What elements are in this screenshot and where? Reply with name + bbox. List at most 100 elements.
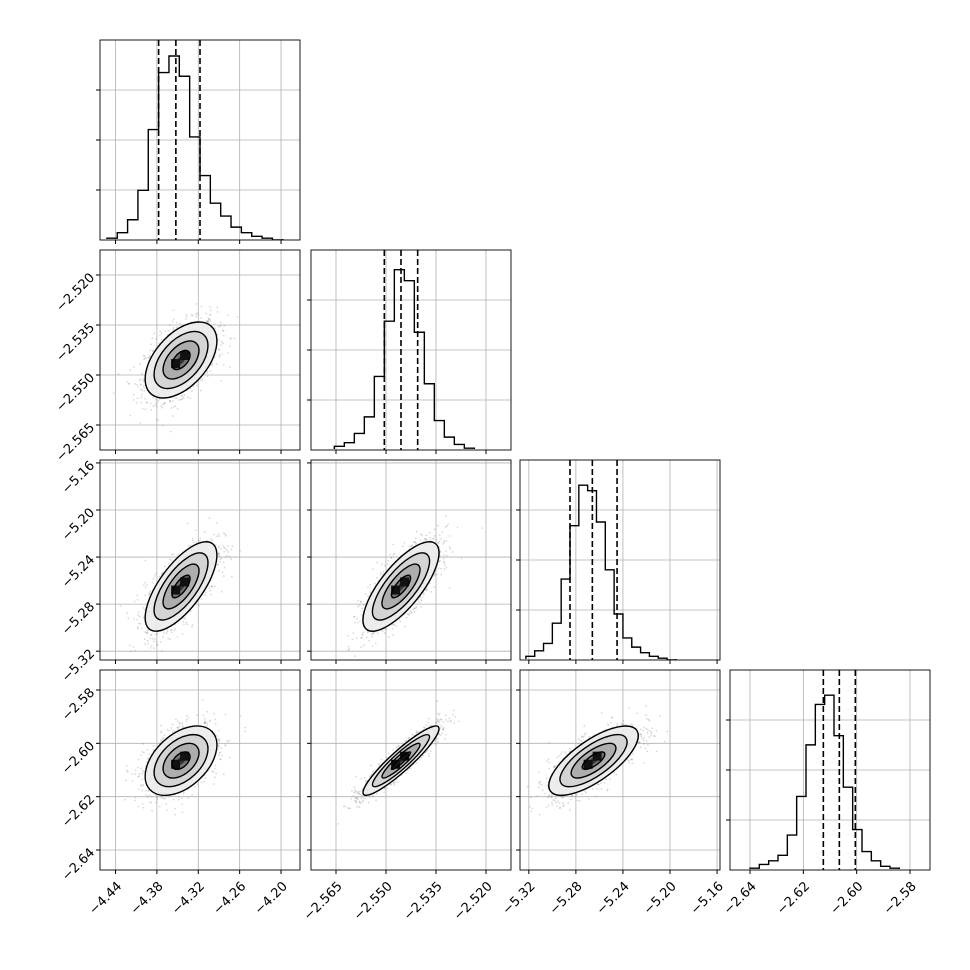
- sample-point: [219, 324, 222, 327]
- sample-point: [229, 555, 231, 558]
- sample-point: [143, 358, 145, 360]
- sample-point: [172, 328, 174, 331]
- sample-point: [218, 555, 221, 558]
- sample-point: [141, 778, 144, 781]
- sample-point: [236, 316, 239, 318]
- density-panel-0-2: [96, 459, 301, 664]
- sample-point: [142, 378, 145, 381]
- sample-point: [174, 627, 176, 630]
- sample-point: [446, 555, 448, 557]
- sample-point: [222, 334, 225, 337]
- sample-point: [155, 418, 158, 421]
- sample-point: [170, 727, 173, 729]
- sample-point: [213, 712, 216, 715]
- sample-point: [438, 540, 441, 543]
- sample-point: [440, 567, 442, 570]
- sample-point: [136, 397, 139, 400]
- sample-point: [184, 617, 187, 620]
- sample-point: [167, 329, 170, 332]
- sample-point: [354, 621, 356, 624]
- sample-point: [144, 586, 147, 589]
- sample-point: [428, 582, 431, 585]
- sample-point: [201, 379, 203, 382]
- sample-point: [191, 539, 194, 542]
- sample-point: [140, 383, 142, 386]
- sample-point: [362, 604, 365, 607]
- sample-point: [206, 320, 209, 323]
- sample-point: [140, 388, 142, 391]
- sample-point: [128, 382, 131, 385]
- sample-point: [383, 632, 386, 635]
- sample-point: [156, 632, 159, 635]
- sample-point: [217, 729, 220, 732]
- sample-point: [356, 617, 358, 620]
- sample-point: [223, 575, 225, 577]
- sample-point: [218, 553, 221, 556]
- sample-point: [136, 594, 139, 597]
- sample-point: [355, 637, 358, 639]
- histogram-3: [749, 670, 901, 870]
- sample-point: [412, 608, 414, 610]
- sample-point: [391, 628, 394, 630]
- sample-point: [214, 356, 216, 359]
- sample-point: [185, 313, 188, 316]
- histogram-panel-2: [516, 459, 721, 664]
- sample-point: [364, 593, 367, 596]
- peak-blocks: [171, 577, 190, 595]
- sample-point: [222, 561, 225, 564]
- sample-point: [176, 636, 179, 638]
- sample-point: [211, 585, 214, 588]
- sample-point: [413, 607, 416, 610]
- sample-point: [175, 718, 177, 721]
- sample-point: [371, 568, 374, 571]
- sample-point: [126, 769, 128, 772]
- sample-point: [209, 313, 212, 316]
- sample-point: [449, 548, 452, 551]
- sample-point: [208, 517, 211, 519]
- sample-point: [127, 617, 130, 620]
- sample-point: [195, 303, 198, 305]
- sample-point: [393, 552, 396, 555]
- sample-point: [141, 772, 144, 775]
- sample-point: [149, 590, 152, 593]
- sample-point: [230, 558, 233, 561]
- sample-point: [406, 612, 409, 615]
- sample-point: [432, 537, 435, 540]
- sample-point: [155, 640, 158, 643]
- sample-point: [389, 553, 392, 556]
- sample-point: [195, 315, 197, 318]
- sample-point: [426, 589, 428, 592]
- sample-point: [161, 406, 164, 409]
- sample-point: [442, 560, 445, 563]
- sample-point: [384, 564, 386, 567]
- sample-point: [178, 725, 181, 728]
- sample-point: [358, 604, 361, 607]
- sample-point: [229, 739, 231, 742]
- sample-point: [160, 739, 163, 741]
- sample-point: [196, 783, 199, 786]
- sample-point: [210, 309, 212, 312]
- sample-point: [180, 395, 183, 397]
- sample-point: [425, 587, 428, 590]
- sample-point: [207, 320, 209, 322]
- sample-point: [436, 541, 439, 544]
- sample-point: [410, 611, 413, 614]
- sample-point: [177, 728, 180, 731]
- panel-frame: [310, 459, 512, 661]
- sample-point: [367, 631, 369, 634]
- sample-point: [433, 574, 436, 577]
- sample-point: [172, 326, 175, 329]
- sample-point: [218, 355, 221, 358]
- sample-point: [362, 631, 365, 634]
- sample-point: [208, 720, 211, 723]
- sample-point: [139, 383, 142, 386]
- sample-point: [444, 515, 447, 517]
- sample-point: [172, 318, 175, 321]
- sample-point: [166, 628, 169, 631]
- sample-point: [204, 722, 207, 725]
- sample-point: [152, 349, 155, 352]
- sample-point: [203, 717, 206, 720]
- sample-point: [223, 546, 226, 549]
- sample-point: [162, 737, 164, 740]
- sample-point: [435, 538, 438, 541]
